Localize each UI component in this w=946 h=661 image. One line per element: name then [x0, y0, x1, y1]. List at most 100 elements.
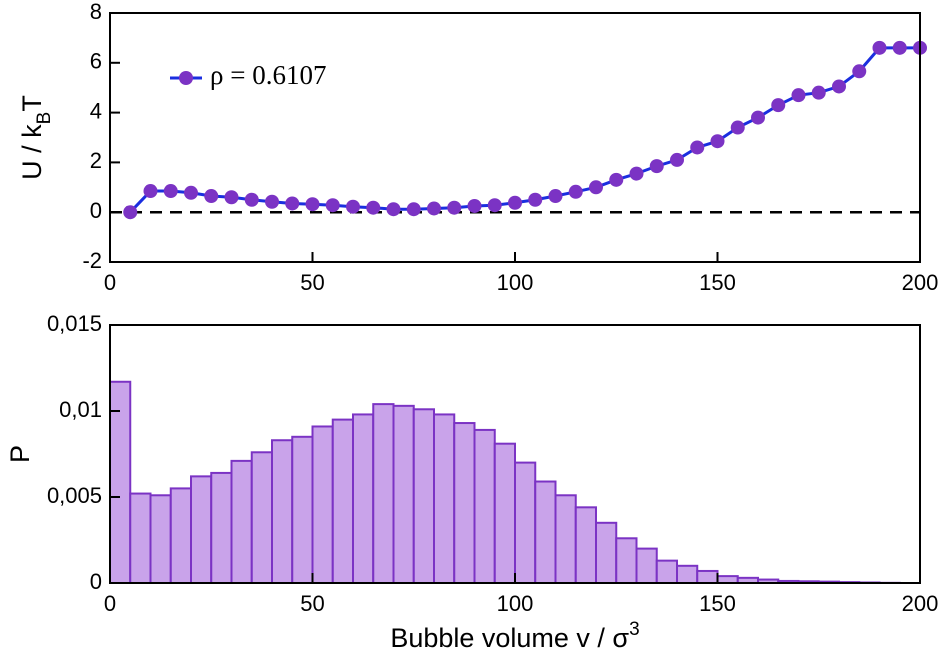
legend-marker	[179, 71, 193, 85]
x-tick-label: 150	[699, 591, 736, 616]
y-tick-label: 0,015	[47, 311, 102, 336]
bar	[514, 461, 537, 585]
marker	[305, 197, 320, 212]
bar	[655, 559, 678, 585]
bar	[190, 475, 213, 584]
bar	[493, 442, 516, 584]
axis-label-part: T	[17, 95, 47, 112]
marker	[265, 194, 279, 209]
marker	[325, 198, 340, 213]
x-tick-label: 0	[104, 591, 116, 616]
y-tick-label: 0	[90, 569, 102, 594]
marker	[487, 198, 502, 213]
bar	[595, 521, 618, 584]
bar	[635, 547, 658, 584]
bar	[372, 403, 395, 584]
x-tick-label: 0	[104, 270, 116, 295]
bar	[129, 492, 152, 584]
marker	[346, 199, 360, 214]
axis-label: P	[5, 445, 35, 463]
y-tick-label: 8	[90, 0, 102, 24]
x-tick-label: 50	[300, 270, 324, 295]
marker	[629, 166, 644, 181]
marker	[528, 192, 543, 207]
x-tick-label: 100	[497, 591, 534, 616]
marker	[447, 200, 462, 215]
series-line	[129, 46, 920, 214]
bar	[574, 506, 597, 585]
marker	[386, 202, 401, 217]
x-tick-label: 100	[497, 270, 534, 295]
marker	[589, 180, 603, 195]
marker	[811, 85, 826, 100]
marker	[791, 88, 806, 103]
marker	[690, 140, 705, 155]
bar	[433, 413, 456, 584]
bar	[615, 537, 638, 585]
bar	[149, 494, 172, 584]
bar	[554, 494, 577, 584]
marker	[244, 192, 259, 207]
plot-frame	[109, 12, 921, 263]
bar	[169, 487, 192, 584]
axis-label: Bubble volume v / σ3	[390, 619, 639, 654]
x-tick-label: 200	[902, 591, 939, 616]
bar	[271, 439, 294, 584]
marker	[649, 159, 664, 174]
bar	[676, 564, 699, 584]
bar	[716, 575, 739, 584]
bar	[473, 428, 496, 585]
axis-label-part: B	[34, 112, 55, 125]
marker	[184, 185, 198, 200]
legend-label: ρ = 0.6107	[210, 60, 326, 90]
bar	[331, 418, 354, 584]
axis-label: U / kBT	[17, 95, 54, 180]
marker	[771, 98, 786, 113]
bar	[392, 404, 415, 584]
bar	[210, 471, 233, 585]
y-tick-label: 0	[90, 198, 102, 223]
bar	[230, 459, 253, 585]
marker	[751, 110, 765, 125]
y-tick-label: 2	[90, 148, 102, 173]
bar	[534, 480, 557, 584]
marker	[710, 134, 725, 149]
y-tick-label: -2	[82, 248, 102, 273]
marker	[163, 184, 178, 199]
bar	[696, 569, 719, 585]
marker	[730, 120, 745, 135]
bar	[291, 435, 314, 584]
marker	[406, 202, 421, 217]
marker	[143, 184, 158, 199]
marker	[224, 190, 239, 205]
marker	[285, 196, 300, 211]
bar	[250, 451, 273, 584]
marker	[670, 152, 684, 167]
marker	[467, 198, 482, 213]
marker	[609, 172, 624, 187]
x-tick-label: 150	[699, 270, 736, 295]
y-tick-label: 4	[90, 98, 102, 123]
axis-label-part: 3	[629, 619, 640, 640]
marker	[892, 40, 907, 55]
marker	[872, 40, 887, 55]
marker	[568, 184, 583, 199]
axis-label-part: U / k	[17, 124, 47, 180]
axis-label-part: P	[5, 445, 35, 463]
x-tick-label: 50	[300, 591, 324, 616]
marker	[123, 205, 138, 220]
marker	[852, 64, 867, 79]
bar	[453, 422, 476, 585]
marker	[508, 195, 522, 210]
x-tick-label: 200	[902, 270, 939, 295]
marker	[366, 200, 381, 215]
marker	[548, 189, 563, 204]
marker	[427, 201, 441, 216]
y-tick-label: 0,01	[59, 397, 102, 422]
marker	[204, 189, 219, 204]
bar	[311, 425, 334, 585]
marker	[832, 79, 846, 94]
axis-label-part: Bubble volume v / σ	[390, 623, 629, 653]
